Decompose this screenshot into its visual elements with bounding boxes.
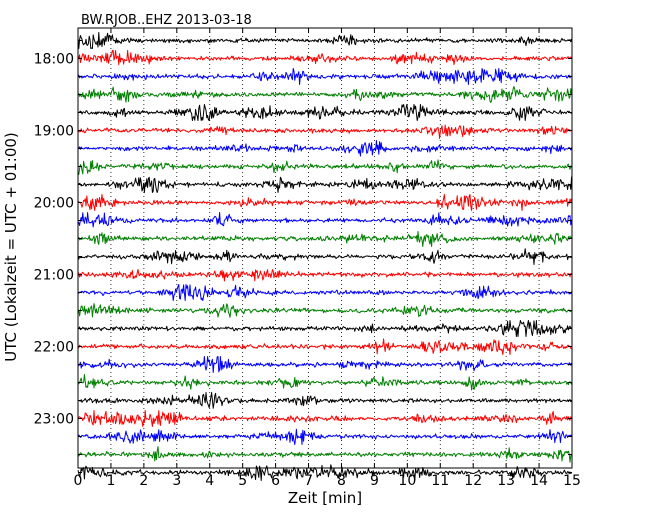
trace-row-1915 bbox=[77, 140, 573, 157]
x-tick-label: 1 bbox=[106, 473, 115, 489]
x-axis-label: Zeit [min] bbox=[288, 489, 362, 507]
x-tick-label: 5 bbox=[238, 473, 247, 489]
y-tick-label: 22:00 bbox=[34, 340, 74, 356]
trace-row-1930 bbox=[77, 159, 573, 175]
trace-row-1900 bbox=[77, 124, 572, 139]
y-tick-label: 23:00 bbox=[34, 412, 74, 428]
trace-row-1745 bbox=[77, 32, 573, 49]
trace-row-2130 bbox=[77, 303, 572, 318]
x-tick-label: 9 bbox=[370, 473, 379, 489]
trace-row-2100 bbox=[77, 269, 572, 282]
x-tick-label: 12 bbox=[464, 473, 482, 489]
trace-row-2300 bbox=[77, 410, 573, 427]
y-axis: 18:00 19:00 20:00 21:00 22:00 23:00 bbox=[34, 40, 572, 473]
x-tick-label: 8 bbox=[337, 473, 346, 489]
trace-row-2145 bbox=[77, 320, 572, 337]
trace-row-2000 bbox=[77, 194, 573, 211]
x-tick-label: 10 bbox=[398, 473, 416, 489]
trace-row-2330 bbox=[77, 446, 572, 463]
trace-row-1815 bbox=[77, 68, 572, 85]
y-tick-label: 18:00 bbox=[34, 52, 74, 68]
x-tick-label: 4 bbox=[205, 473, 214, 489]
x-tick-label: 11 bbox=[431, 473, 449, 489]
x-tick-label: 0 bbox=[74, 473, 83, 489]
trace-row-2115 bbox=[77, 284, 573, 301]
y-tick-label: 19:00 bbox=[34, 124, 74, 140]
trace-row-2345 bbox=[77, 464, 572, 481]
x-tick-label: 3 bbox=[172, 473, 181, 489]
x-tick-label: 13 bbox=[497, 473, 515, 489]
y-axis-label: UTC (Lokalzeit = UTC + 01:00) bbox=[2, 132, 20, 362]
y-tick-label: 21:00 bbox=[34, 268, 74, 284]
trace-row-1945 bbox=[77, 176, 573, 193]
x-axis: 0 1 2 3 4 5 6 7 8 9 10 11 12 13 14 15 bbox=[74, 28, 581, 489]
trace-rows bbox=[77, 32, 573, 481]
chart-title: BW.RJOB..EHZ 2013-03-18 bbox=[81, 13, 252, 28]
plot-frame bbox=[77, 27, 573, 469]
trace-row-2315 bbox=[77, 428, 573, 445]
y-tick-label: 20:00 bbox=[34, 196, 74, 212]
trace-row-1845 bbox=[77, 104, 572, 121]
grid-lines bbox=[110, 28, 540, 468]
trace-row-2230 bbox=[77, 374, 573, 391]
x-tick-label: 14 bbox=[530, 473, 548, 489]
x-tick-label: 7 bbox=[304, 473, 313, 489]
x-tick-label: 6 bbox=[271, 473, 280, 489]
trace-row-2200 bbox=[77, 338, 572, 355]
trace-row-2245 bbox=[77, 392, 572, 409]
x-tick-label: 15 bbox=[563, 473, 581, 489]
trace-row-2045 bbox=[77, 248, 572, 265]
trace-row-2030 bbox=[77, 231, 572, 247]
trace-row-2015 bbox=[77, 212, 573, 228]
trace-row-1800 bbox=[77, 50, 572, 66]
trace-row-2215 bbox=[77, 356, 573, 373]
x-tick-label: 2 bbox=[139, 473, 148, 489]
trace-row-1830 bbox=[77, 86, 573, 103]
